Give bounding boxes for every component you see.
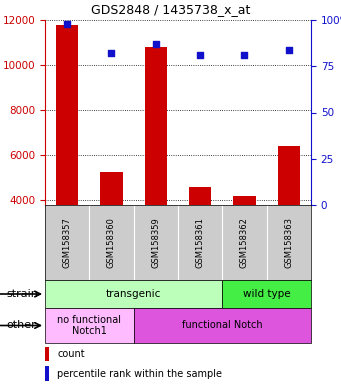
- Text: GSM158361: GSM158361: [196, 217, 205, 268]
- Bar: [45, 280, 222, 308]
- Point: [197, 52, 203, 58]
- Point: [64, 21, 70, 27]
- Point: [242, 52, 247, 58]
- Text: other: other: [7, 321, 36, 331]
- Text: count: count: [57, 349, 85, 359]
- Bar: [222, 280, 311, 308]
- Text: GSM158360: GSM158360: [107, 217, 116, 268]
- Bar: [189, 187, 211, 205]
- Bar: [234, 196, 256, 205]
- Bar: [100, 172, 122, 205]
- Bar: [56, 25, 78, 205]
- Bar: [278, 146, 300, 205]
- Text: wild type: wild type: [243, 289, 291, 299]
- Text: GSM158359: GSM158359: [151, 217, 160, 268]
- Text: functional Notch: functional Notch: [182, 321, 263, 331]
- Bar: [45, 347, 49, 361]
- Text: percentile rank within the sample: percentile rank within the sample: [57, 369, 222, 379]
- Bar: [134, 308, 311, 343]
- Bar: [145, 47, 167, 205]
- Text: GSM158362: GSM158362: [240, 217, 249, 268]
- Text: GSM158357: GSM158357: [63, 217, 72, 268]
- Bar: [45, 366, 49, 381]
- Point: [153, 41, 159, 47]
- Bar: [45, 308, 134, 343]
- Point: [286, 46, 292, 53]
- Text: GDS2848 / 1435738_x_at: GDS2848 / 1435738_x_at: [91, 3, 250, 16]
- Text: transgenic: transgenic: [106, 289, 161, 299]
- Text: GSM158363: GSM158363: [284, 217, 293, 268]
- Text: no functional
Notch1: no functional Notch1: [57, 315, 121, 336]
- Point: [109, 50, 114, 56]
- Text: strain: strain: [7, 289, 39, 299]
